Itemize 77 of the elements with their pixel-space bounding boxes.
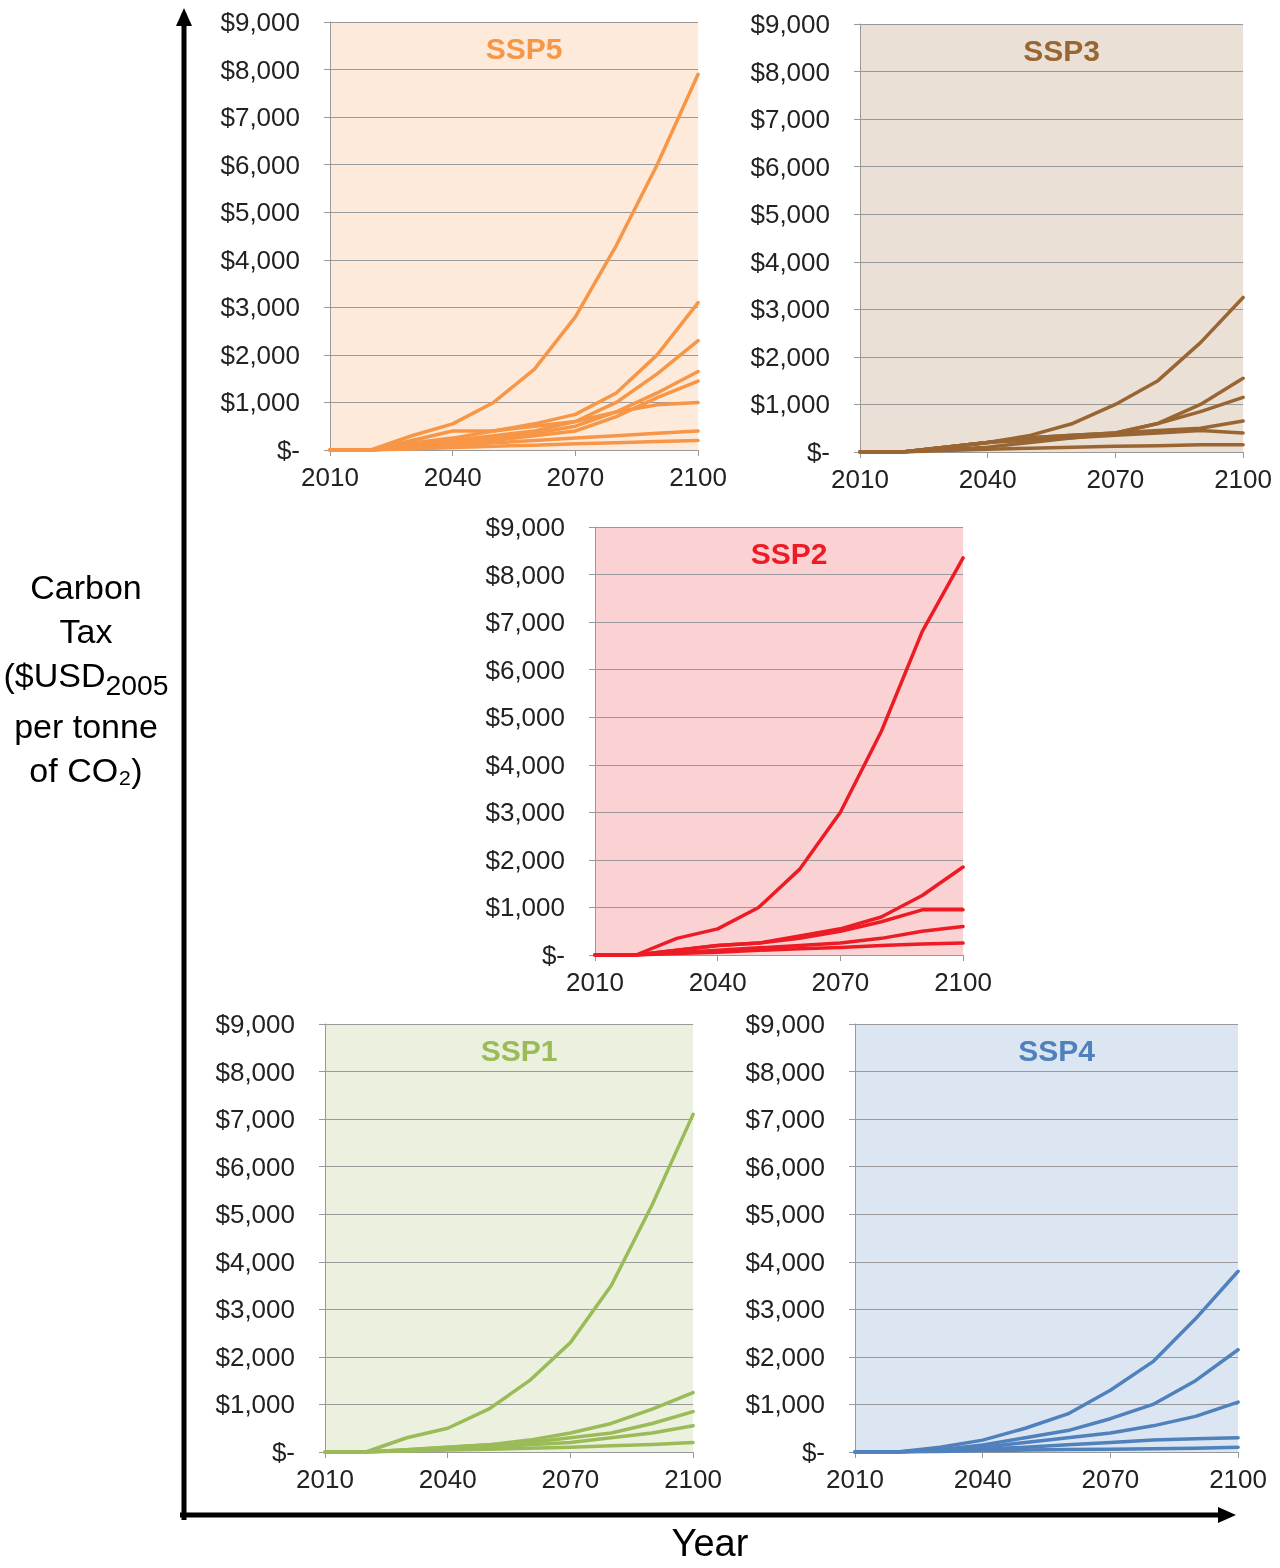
y-tick-label: $5,000 — [220, 197, 300, 228]
x-tick-label: 2070 — [546, 462, 605, 492]
y-tick-label: $1,000 — [215, 1389, 295, 1420]
x-tick-label: 2010 — [826, 1464, 884, 1494]
y-tick-label: $- — [541, 940, 565, 970]
y-tick-label: $3,000 — [750, 294, 830, 325]
x-tick-label: 2100 — [934, 967, 992, 997]
chart-title: SSP3 — [1023, 33, 1100, 67]
y-tick-label: $1,000 — [220, 387, 300, 418]
x-tick-label: 2010 — [831, 464, 889, 494]
y-tick-label: $8,000 — [750, 56, 830, 87]
y-tick-label: $- — [801, 1437, 825, 1467]
y-tick-label: $2,000 — [220, 339, 300, 370]
y-tick-label: $8,000 — [745, 1056, 825, 1087]
y-tick-label: $9,000 — [745, 1009, 825, 1039]
y-tick-label: $6,000 — [220, 149, 300, 180]
y-tick-label: $4,000 — [485, 749, 565, 780]
x-tick-label: 2040 — [953, 1464, 1012, 1494]
y-tick-label: $5,000 — [485, 702, 565, 733]
x-tick-label: 2040 — [688, 967, 747, 997]
y-tick-label: $7,000 — [485, 607, 565, 638]
y-tick-label: $9,000 — [220, 7, 300, 37]
y-tick-label: $6,000 — [485, 654, 565, 685]
x-tick-label: 2100 — [1214, 464, 1272, 494]
chart-title: SSP2 — [750, 536, 828, 570]
y-tick-label: $1,000 — [745, 1389, 825, 1420]
y-tick-label: $9,000 — [750, 9, 830, 39]
y-tick-label: $5,000 — [215, 1199, 295, 1230]
y-tick-label: $- — [806, 437, 830, 467]
y-tick-label: $9,000 — [215, 1009, 295, 1039]
x-tick-label: 2040 — [958, 464, 1017, 494]
y-tick-label: $5,000 — [750, 199, 830, 230]
y-tick-label: $7,000 — [750, 104, 830, 135]
y-tick-label: $4,000 — [215, 1246, 295, 1277]
y-tick-label: $- — [276, 435, 300, 465]
x-tick-label: 2040 — [423, 462, 482, 492]
y-tick-label: $1,000 — [485, 892, 565, 923]
y-tick-label: $6,000 — [750, 151, 830, 182]
x-tick-label: 2010 — [301, 462, 359, 492]
y-tick-label: $2,000 — [485, 844, 565, 875]
chart-title: SSP5 — [485, 31, 563, 65]
y-tick-label: $9,000 — [485, 512, 565, 542]
y-axis-title: Carbon Tax ($USD$_{2005}$ per tonne of CO₂) — [2, 567, 170, 792]
x-axis-title: Year — [670, 1522, 750, 1565]
y-tick-label: $3,000 — [220, 292, 300, 323]
x-tick-label: 2070 — [1086, 464, 1145, 494]
chart-title: SSP4 — [1018, 1033, 1096, 1067]
y-tick-label: $- — [271, 1437, 295, 1467]
x-tick-label: 2070 — [811, 967, 870, 997]
y-tick-label: $3,000 — [745, 1294, 825, 1325]
y-tick-label: $2,000 — [215, 1341, 295, 1372]
y-tick-label: $4,000 — [220, 244, 300, 275]
y-tick-label: $2,000 — [745, 1341, 825, 1372]
y-tick-label: $7,000 — [220, 102, 300, 133]
x-tick-label: 2100 — [664, 1464, 722, 1494]
x-tick-label: 2100 — [669, 462, 727, 492]
y-tick-label: $7,000 — [215, 1104, 295, 1135]
y-tick-label: $2,000 — [750, 341, 830, 372]
x-tick-label: 2010 — [566, 967, 624, 997]
y-tick-label: $8,000 — [485, 559, 565, 590]
y-tick-label: $8,000 — [215, 1056, 295, 1087]
y-tick-label: $1,000 — [750, 389, 830, 420]
y-tick-label: $5,000 — [745, 1199, 825, 1230]
x-tick-label: 2040 — [418, 1464, 477, 1494]
chart-title: SSP1 — [480, 1033, 558, 1067]
x-tick-label: 2100 — [1209, 1464, 1267, 1494]
x-tick-label: 2070 — [541, 1464, 600, 1494]
x-tick-label: 2010 — [296, 1464, 354, 1494]
y-tick-label: $3,000 — [485, 797, 565, 828]
y-tick-label: $8,000 — [220, 54, 300, 85]
y-tick-label: $3,000 — [215, 1294, 295, 1325]
x-tick-label: 2070 — [1081, 1464, 1140, 1494]
y-tick-label: $6,000 — [745, 1151, 825, 1182]
y-tick-label: $6,000 — [215, 1151, 295, 1182]
y-tick-label: $4,000 — [750, 246, 830, 277]
y-tick-label: $4,000 — [745, 1246, 825, 1277]
y-tick-label: $7,000 — [745, 1104, 825, 1135]
